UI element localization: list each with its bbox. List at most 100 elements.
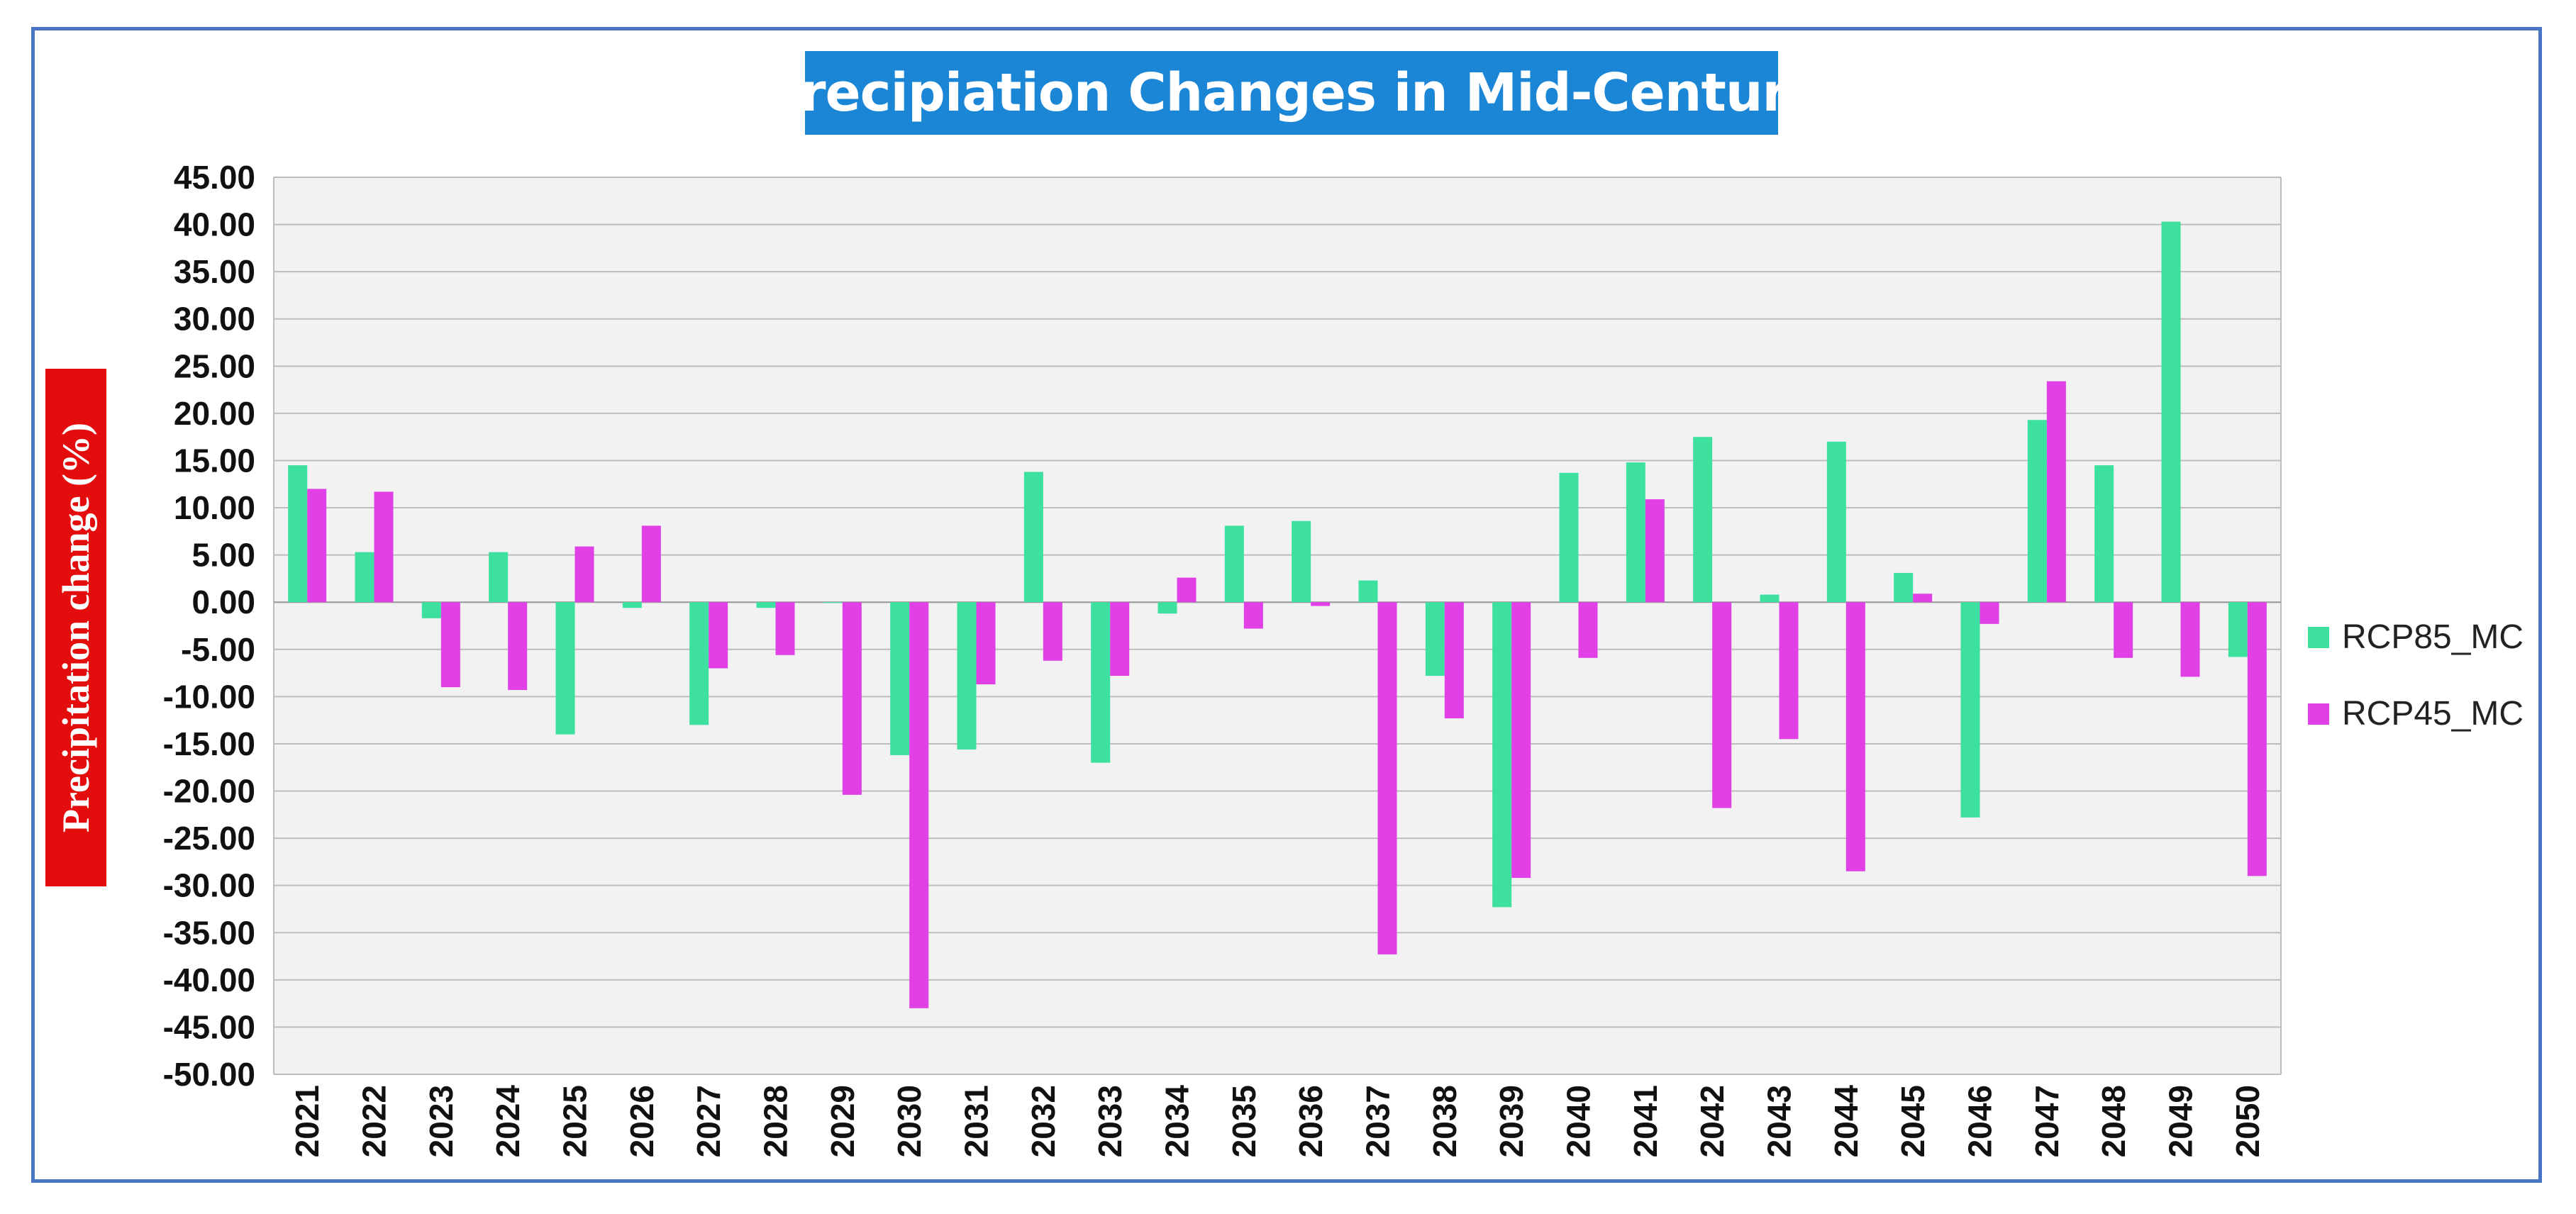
bar-rcp45-mc-2033	[1110, 602, 1130, 676]
bar-rcp85-mc-2039	[1492, 602, 1512, 908]
legend: RCP85_MC RCP45_MC	[2308, 618, 2524, 733]
bar-rcp45-mc-2035	[1243, 602, 1263, 629]
bar-rcp85-mc-2037	[1358, 580, 1378, 603]
y-tick-label: 5.00	[191, 537, 255, 574]
x-tick-label: 2021	[289, 1085, 326, 1157]
bar-rcp85-mc-2049	[2161, 221, 2181, 603]
y-axis-ticks: 45.00 40.00 35.00 30.00 25.00 20.00 15.00 10.00…	[163, 159, 255, 1093]
bar-rcp45-mc-2044	[1845, 602, 1865, 871]
y-tick-label: 40.00	[174, 206, 255, 243]
bar-rcp45-mc-2039	[1511, 602, 1531, 879]
x-tick-label: 2028	[757, 1085, 794, 1157]
x-tick-label: 2030	[891, 1085, 928, 1157]
bar-rcp85-mc-2050	[2228, 602, 2248, 657]
bar-rcp45-mc-2048	[2114, 602, 2133, 658]
x-tick-label: 2025	[557, 1085, 594, 1157]
chart-title-box: Precipiation Changes in Mid-Century	[762, 51, 1821, 135]
y-tick-label: 20.00	[174, 395, 255, 432]
y-tick-label: -35.00	[163, 914, 255, 951]
bar-rcp85-mc-2034	[1157, 602, 1177, 614]
bars	[288, 221, 2267, 1008]
y-tick-label: 25.00	[174, 347, 255, 384]
x-tick-label: 2048	[2095, 1085, 2132, 1157]
bar-rcp45-mc-2023	[440, 602, 460, 688]
bar-rcp45-mc-2032	[1043, 602, 1062, 661]
x-tick-label: 2036	[1292, 1085, 1329, 1157]
x-tick-label: 2042	[1694, 1085, 1731, 1157]
bar-rcp45-mc-2042	[1712, 602, 1732, 808]
y-tick-label: -20.00	[163, 773, 255, 810]
y-tick-label: -45.00	[163, 1008, 255, 1045]
x-tick-label: 2022	[356, 1085, 393, 1157]
bar-rcp45-mc-2022	[374, 491, 394, 603]
bar-rcp85-mc-2036	[1292, 520, 1311, 603]
x-tick-label: 2035	[1226, 1085, 1262, 1157]
bar-rcp45-mc-2021	[307, 489, 327, 603]
x-tick-label: 2026	[623, 1085, 660, 1157]
bar-rcp85-mc-2029	[823, 602, 843, 603]
bar-rcp85-mc-2023	[421, 602, 441, 618]
legend-label-rcp85-mc: RCP85_MC	[2342, 618, 2524, 656]
x-tick-label: 2038	[1426, 1085, 1463, 1157]
bar-rcp85-mc-2046	[1960, 602, 1980, 818]
plot-area	[274, 177, 2281, 1074]
bar-rcp45-mc-2038	[1444, 602, 1464, 718]
x-tick-label: 2039	[1493, 1085, 1530, 1157]
bar-rcp85-mc-2025	[555, 602, 575, 735]
x-tick-label: 2032	[1025, 1085, 1062, 1157]
legend-swatch-rcp45-mc	[2308, 703, 2329, 725]
y-tick-label: 15.00	[174, 442, 255, 479]
x-tick-label: 2033	[1092, 1085, 1128, 1157]
y-tick-label: -50.00	[163, 1056, 255, 1093]
bar-rcp45-mc-2043	[1779, 602, 1799, 740]
bar-rcp45-mc-2047	[2046, 381, 2066, 603]
y-tick-label: -30.00	[163, 867, 255, 904]
x-tick-label: 2045	[1894, 1085, 1931, 1157]
y-axis-label-box: Precipitation change (%)	[45, 369, 106, 886]
x-tick-label: 2041	[1627, 1085, 1664, 1157]
bar-rcp85-mc-2045	[1894, 572, 1914, 603]
bar-rcp45-mc-2030	[909, 602, 929, 1008]
bar-rcp85-mc-2026	[622, 602, 642, 608]
bar-rcp45-mc-2049	[2180, 602, 2200, 677]
bar-rcp45-mc-2045	[1913, 594, 1933, 603]
grid-lines	[273, 177, 2282, 1075]
x-tick-label: 2049	[2163, 1085, 2199, 1157]
chart-title: Precipiation Changes in Mid-Century	[762, 62, 1821, 123]
x-tick-label: 2037	[1360, 1085, 1397, 1157]
bar-rcp85-mc-2042	[1693, 437, 1713, 603]
bar-rcp85-mc-2048	[2094, 465, 2114, 603]
bar-rcp45-mc-2026	[641, 525, 661, 603]
bar-rcp85-mc-2028	[756, 602, 776, 608]
bar-rcp45-mc-2041	[1645, 499, 1665, 603]
legend-swatch-rcp85-mc	[2308, 627, 2329, 648]
bar-rcp85-mc-2022	[355, 552, 374, 603]
y-tick-label: -10.00	[163, 678, 255, 715]
y-tick-label: 35.00	[174, 253, 255, 290]
bar-rcp45-mc-2025	[574, 546, 594, 603]
y-tick-label: 10.00	[174, 489, 255, 526]
y-tick-label: -40.00	[163, 962, 255, 998]
bar-rcp45-mc-2028	[775, 602, 795, 655]
y-tick-label: -25.00	[163, 820, 255, 857]
bar-rcp85-mc-2021	[288, 465, 308, 603]
bar-rcp45-mc-2031	[976, 602, 996, 685]
x-tick-label: 2040	[1560, 1085, 1597, 1157]
bar-rcp85-mc-2047	[2027, 420, 2047, 603]
bar-rcp85-mc-2043	[1760, 594, 1780, 603]
x-tick-label: 2046	[1962, 1085, 1999, 1157]
bar-rcp45-mc-2034	[1177, 577, 1197, 603]
x-tick-label: 2024	[489, 1085, 526, 1158]
x-axis-ticks: 2021 2022 2023 2024 2025 2026 2027 2028 2029 2030…	[289, 1085, 2266, 1158]
x-tick-label: 2043	[1761, 1085, 1798, 1157]
bar-rcp85-mc-2027	[689, 602, 709, 725]
bar-rcp85-mc-2041	[1626, 462, 1645, 603]
bar-rcp45-mc-2046	[1980, 602, 1999, 624]
bar-rcp45-mc-2040	[1578, 602, 1598, 658]
bar-rcp85-mc-2038	[1425, 602, 1445, 676]
x-tick-label: 2050	[2229, 1085, 2266, 1157]
bar-rcp45-mc-2027	[709, 602, 728, 669]
bar-rcp85-mc-2030	[890, 602, 910, 755]
bar-rcp85-mc-2031	[957, 602, 977, 750]
